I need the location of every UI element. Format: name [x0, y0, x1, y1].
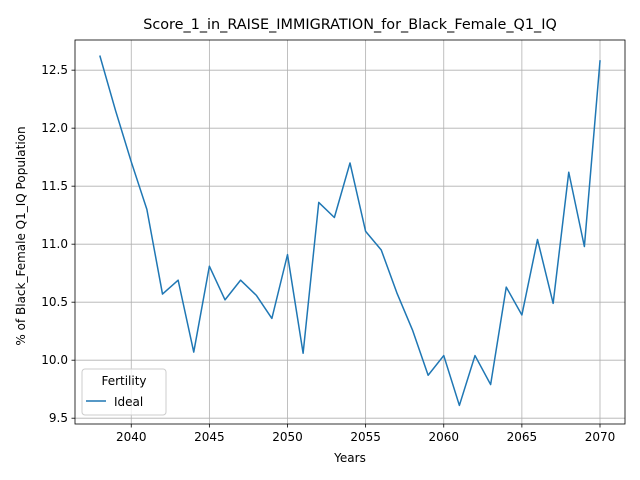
- x-axis-title: Years: [333, 451, 366, 465]
- x-tick-label: 2050: [272, 430, 303, 444]
- y-tick-label: 12.0: [41, 121, 68, 135]
- y-tick-label: 9.5: [49, 411, 68, 425]
- axis-ticks: 2040 2045 2050 2055 2060 2065 2070 9.5 10.0 10.5 1…: [41, 63, 615, 444]
- y-tick-label: 11.5: [41, 179, 68, 193]
- x-tick-label: 2060: [428, 430, 459, 444]
- y-tick-label: 12.5: [41, 63, 68, 77]
- legend-label-ideal: Ideal: [114, 395, 143, 409]
- grid: [75, 40, 625, 424]
- x-tick-label: 2040: [116, 430, 147, 444]
- x-tick-label: 2065: [507, 430, 538, 444]
- legend-box: [81, 368, 167, 416]
- y-tick-label: 11.0: [41, 237, 68, 251]
- x-tick-label: 2070: [585, 430, 616, 444]
- y-tick-label: 10.0: [41, 353, 68, 367]
- y-axis-title: % of Black_Female Q1_IQ Population: [14, 126, 28, 345]
- x-tick-label: 2045: [194, 430, 225, 444]
- series-layer: [99, 55, 601, 407]
- chart-title: Score_1_in_RAISE_IMMIGRATION_for_Black_F…: [143, 17, 557, 33]
- series-line-ideal: [99, 55, 601, 407]
- legend: Fertility Ideal: [81, 368, 167, 416]
- plot-frame: [74, 39, 626, 425]
- y-tick-label: 10.5: [41, 295, 68, 309]
- x-tick-label: 2055: [350, 430, 381, 444]
- legend-title: Fertility: [101, 374, 146, 388]
